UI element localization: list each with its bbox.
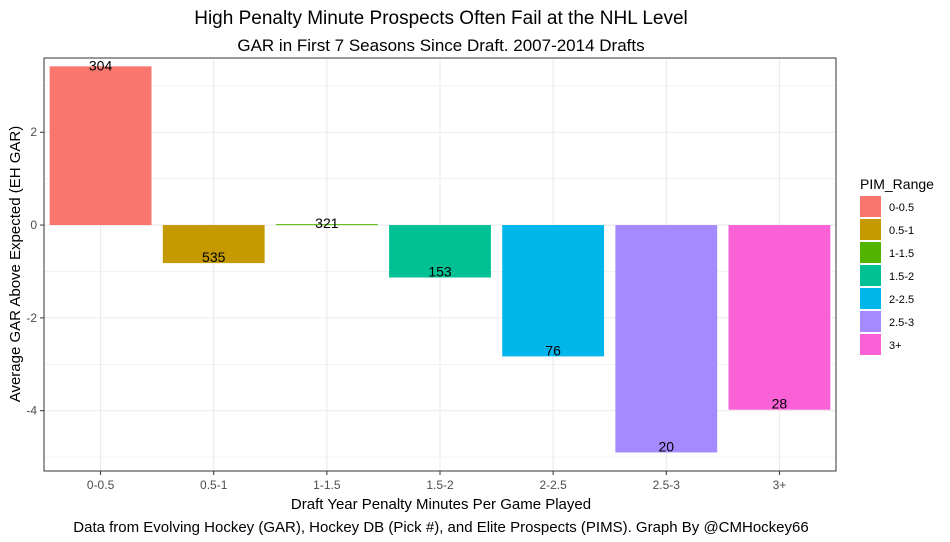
x-axis: 0-0.5 0.5-1 1-1.5 1.5-2 2-2.5 2.5-3 3+ — [87, 471, 786, 492]
legend-swatch-0-0.5 — [860, 196, 881, 217]
y-tick-label: -4 — [26, 404, 37, 418]
bar-value-label: 304 — [89, 57, 113, 73]
legend-swatch-3+ — [860, 334, 881, 355]
legend-entry-label: 2-2.5 — [889, 294, 914, 306]
y-tick-label: 2 — [30, 125, 37, 139]
bar-value-label: 535 — [202, 249, 226, 265]
legend-entry-label: 0-0.5 — [889, 202, 914, 214]
plot-area: 304 535 321 153 76 20 28 — [43, 57, 837, 472]
x-tick-label: 1.5-2 — [426, 478, 454, 492]
x-tick-label: 3+ — [773, 478, 787, 492]
legend-entry-label: 3+ — [889, 340, 902, 352]
bar-1.5-2 — [389, 225, 491, 278]
legend-title: PIM_Range — [860, 176, 934, 192]
x-tick-label: 2.5-3 — [653, 478, 681, 492]
bars — [49, 66, 831, 453]
legend-swatch-1-1.5 — [860, 242, 881, 263]
legend-swatch-0.5-1 — [860, 219, 881, 240]
legend-swatch-1.5-2 — [860, 265, 881, 286]
bar-value-label: 321 — [315, 215, 339, 231]
bar-2.5-3 — [615, 225, 718, 453]
x-tick-label: 2-2.5 — [539, 478, 567, 492]
x-axis-label: Draft Year Penalty Minutes Per Game Play… — [291, 496, 591, 513]
chart-subtitle: GAR in First 7 Seasons Since Draft. 2007… — [237, 36, 644, 55]
chart-caption: Data from Evolving Hockey (GAR), Hockey … — [73, 519, 808, 536]
legend-entry-label: 1.5-2 — [889, 271, 914, 283]
y-axis: -4 -2 0 2 — [26, 125, 44, 418]
y-tick-label: 0 — [30, 218, 37, 232]
legend-entry-label: 2.5-3 — [889, 317, 914, 329]
legend-swatch-2-2.5 — [860, 288, 881, 309]
y-axis-label: Average GAR Above Expected (EH GAR) — [7, 126, 24, 403]
bar-3+ — [728, 225, 831, 410]
bar-0-0.5 — [49, 66, 152, 226]
x-tick-label: 0.5-1 — [200, 478, 228, 492]
bar-value-label: 20 — [658, 438, 674, 454]
bar-value-label: 28 — [772, 396, 788, 412]
y-tick-label: -2 — [26, 311, 37, 325]
bar-value-label: 76 — [545, 342, 561, 358]
bar-value-label: 153 — [428, 263, 452, 279]
bar-value-labels: 304 535 321 153 76 20 28 — [89, 57, 788, 454]
legend-swatch-2.5-3 — [860, 311, 881, 332]
x-tick-label: 1-1.5 — [313, 478, 341, 492]
legend-entry-label: 0.5-1 — [889, 225, 914, 237]
legend-entry-label: 1-1.5 — [889, 248, 914, 260]
bar-0.5-1 — [162, 225, 265, 264]
legend: PIM_Range 0-0.5 0.5-1 1-1.5 1.5-2 2-2.5 2.5-3… — [860, 176, 934, 355]
bar-1-1.5 — [275, 224, 378, 226]
bar-2-2.5 — [502, 225, 605, 357]
chart-title: High Penalty Minute Prospects Often Fail… — [194, 8, 688, 29]
x-tick-label: 0-0.5 — [87, 478, 115, 492]
